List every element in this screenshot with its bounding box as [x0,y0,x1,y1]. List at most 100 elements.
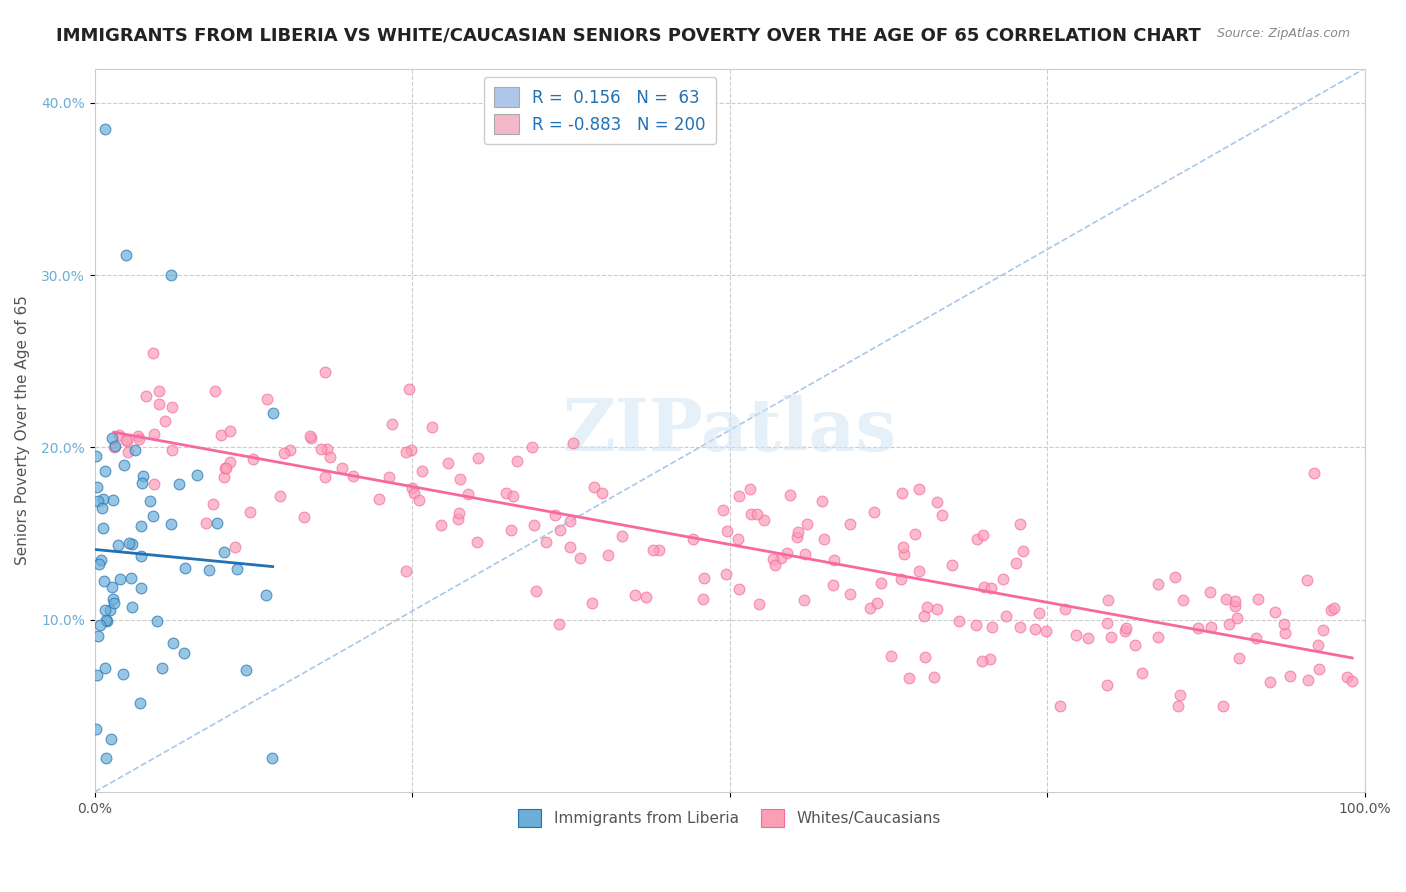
Point [598,548,620,562]
Point [90,552,112,566]
Point [467,451,489,466]
Point [821,578,844,592]
Point [1049,698,1071,713]
Point [256,392,278,406]
Point [1024,622,1046,636]
Point [1226,611,1249,625]
Point [1012,544,1035,558]
Point [865,596,887,610]
Point [1258,675,1281,690]
Point [159,517,181,532]
Point [381,417,404,432]
Point [941,558,963,573]
Point [219,424,242,438]
Point [101,431,124,445]
Point [1336,670,1358,684]
Point [91,521,114,535]
Point [94,660,117,674]
Point [98,603,121,617]
Point [408,493,430,508]
Point [779,488,801,502]
Point [745,507,768,521]
Point [1229,651,1251,665]
Point [108,428,131,442]
Point [162,400,184,414]
Point [1004,556,1026,570]
Point [839,587,862,601]
Point [91,491,114,506]
Point [101,493,124,508]
Point [118,536,141,550]
Point [107,539,129,553]
Point [124,443,146,458]
Point [879,648,901,663]
Point [762,551,785,566]
Point [979,652,1001,666]
Point [1264,605,1286,619]
Point [1308,663,1330,677]
Point [143,427,166,442]
Point [776,546,799,560]
Point [740,483,762,497]
Point [692,570,714,584]
Point [502,489,524,503]
Point [120,571,142,585]
Point [1295,574,1317,588]
Point [1095,678,1118,692]
Point [115,434,138,449]
Point [912,609,935,624]
Point [728,582,751,596]
Point [214,470,236,484]
Point [395,564,418,578]
Point [558,540,581,554]
Point [548,523,571,537]
Point [748,597,770,611]
Point [981,620,1004,634]
Point [146,615,169,629]
Point [682,532,704,546]
Point [536,535,558,549]
Point [634,591,657,605]
Point [1147,577,1170,591]
Point [965,617,987,632]
Point [1278,669,1301,683]
Point [1035,624,1057,639]
Text: ZIPatlas: ZIPatlas [562,395,897,466]
Point [522,440,544,454]
Point [437,456,460,470]
Point [1212,698,1234,713]
Point [1010,620,1032,634]
Point [103,597,125,611]
Point [610,528,633,542]
Point [581,595,603,609]
Point [86,480,108,494]
Point [309,442,332,456]
Point [499,523,522,537]
Point [991,572,1014,586]
Point [893,547,915,561]
Point [129,549,152,563]
Point [96,614,118,628]
Point [174,561,197,575]
Point [160,268,183,283]
Point [1215,592,1237,607]
Point [1130,665,1153,680]
Point [314,470,336,484]
Point [1114,624,1136,638]
Point [278,442,301,457]
Point [1099,630,1122,644]
Point [1199,585,1222,599]
Point [160,443,183,458]
Point [711,503,734,517]
Point [1244,631,1267,645]
Point [811,493,834,508]
Point [224,540,246,554]
Point [794,547,817,561]
Point [927,495,949,509]
Point [94,121,117,136]
Point [1218,617,1240,632]
Point [908,482,931,496]
Point [714,566,737,581]
Point [94,750,117,764]
Point [129,518,152,533]
